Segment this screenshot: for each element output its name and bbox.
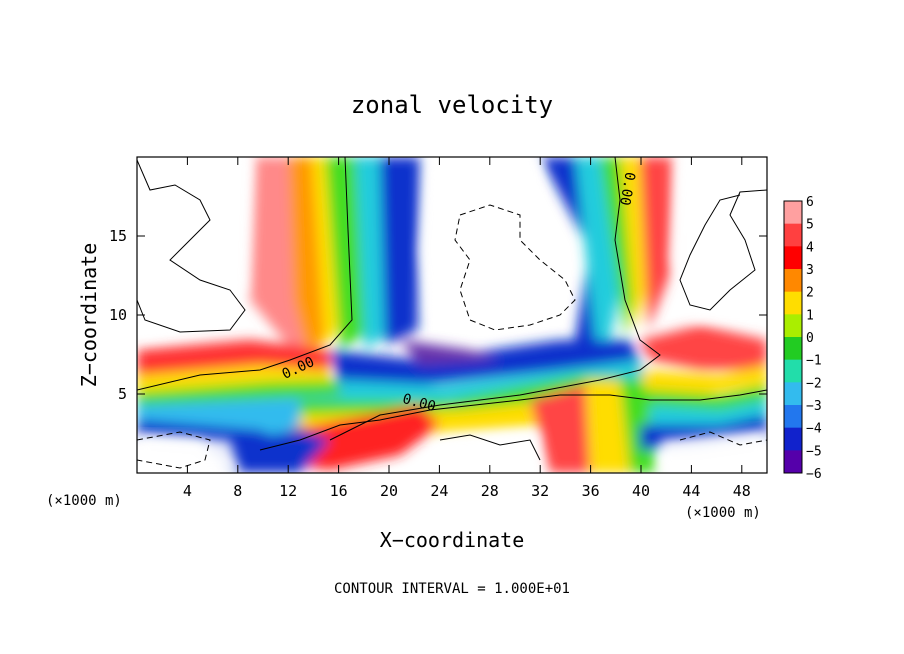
clear-region-upper [420,157,545,335]
thin-contour-bottom-center [439,434,541,461]
x-tick-label: 36 [582,482,600,500]
field-band-red-right [640,157,672,330]
colorbar-swatch [784,382,802,406]
colorbar-label: 6 [806,195,814,210]
colorbar-label: 2 [806,286,814,301]
colorbar-label: 5 [806,218,814,233]
x-unit-left: (×1000 m) [46,493,122,509]
field-purple-cap [400,340,500,365]
colorbar-label: −4 [806,422,822,437]
colorbar-label: 0 [806,331,814,346]
x-tick-label: 24 [430,482,448,500]
zero-contour-lower [259,389,767,451]
x-tick-label: 48 [733,482,751,500]
field-channel-cyan [340,360,650,405]
colorbar-swatch [784,201,802,225]
field-band-yellow [312,157,342,350]
colorbar-swatch [784,337,802,361]
contour-lines [137,157,767,469]
x-axis-ticks: 4 8 12 16 20 24 28 32 36 40 44 48 [183,157,751,500]
x-tick-label: 44 [682,482,700,500]
clear-region-left [137,157,250,340]
colorbar-label: −5 [806,444,822,459]
field-channel-red [290,405,440,470]
clear-region-bottom-center [440,430,540,473]
colorbar-swatch [784,314,802,338]
y-axis-ticks: 5 10 15 [109,227,767,403]
thin-contour-upper-right [679,189,767,311]
clear-region-bottom-left [137,435,240,473]
x-tick-label: 8 [233,482,242,500]
x-unit-right: (×1000 m) [685,505,761,521]
colorbar-swatch [784,291,802,315]
x-tick-label: 40 [632,482,650,500]
colorbar-swatch [784,359,802,383]
colorbar-swatch [784,405,802,429]
x-tick-label: 32 [531,482,549,500]
x-tick-label: 12 [279,482,297,500]
y-tick-label: 10 [109,306,127,324]
contour-interval-note: CONTOUR INTERVAL = 1.000E+01 [334,581,570,597]
zero-contour-center [329,157,661,441]
field-right-red [640,325,767,370]
dashed-contour-center [454,204,576,331]
y-tick-label: 5 [118,385,127,403]
velocity-field [137,157,767,473]
dashed-contour-bottom-right [679,431,767,446]
x-tick-label: 4 [183,482,192,500]
field-channel-green [300,375,660,420]
colorbar-frame [783,200,803,474]
y-tick-label: 15 [109,227,127,245]
colorbar-label: −6 [806,467,822,482]
x-tick-label: 16 [330,482,348,500]
colorbar-swatch [784,269,802,293]
x-tick-label: 20 [380,482,398,500]
field-right-yellow [640,365,767,395]
colorbar: 6 5 4 3 2 1 0 −1 −2 −3 −4 −5 −6 [783,195,822,482]
colorbar-label: −3 [806,399,822,414]
clear-region-bottom-right [660,430,767,473]
contour-label-3: 0.00 [616,171,638,207]
colorbar-label: 4 [806,240,814,255]
colorbar-label: −1 [806,354,822,369]
x-axis-label: X−coordinate [380,528,525,552]
dashed-contour-bottom-left [137,431,211,469]
zero-contour-left [137,157,353,391]
field-band-blue [380,157,420,345]
colorbar-label: 3 [806,263,814,278]
colorbar-label: 1 [806,308,814,323]
colorbar-swatch [784,246,802,270]
x-tick-label: 28 [481,482,499,500]
y-axis-label: Z−coordinate [77,243,101,388]
field-channel-blue [330,340,640,390]
field-lower-blue [240,430,330,473]
colorbar-swatch [784,223,802,247]
colorbar-label: −2 [806,376,822,391]
chart-title: zonal velocity [351,91,553,119]
clear-region-right [670,157,767,320]
colorbar-swatch [784,450,802,474]
thin-contour-upper-left [137,159,246,333]
colorbar-swatch [784,427,802,451]
